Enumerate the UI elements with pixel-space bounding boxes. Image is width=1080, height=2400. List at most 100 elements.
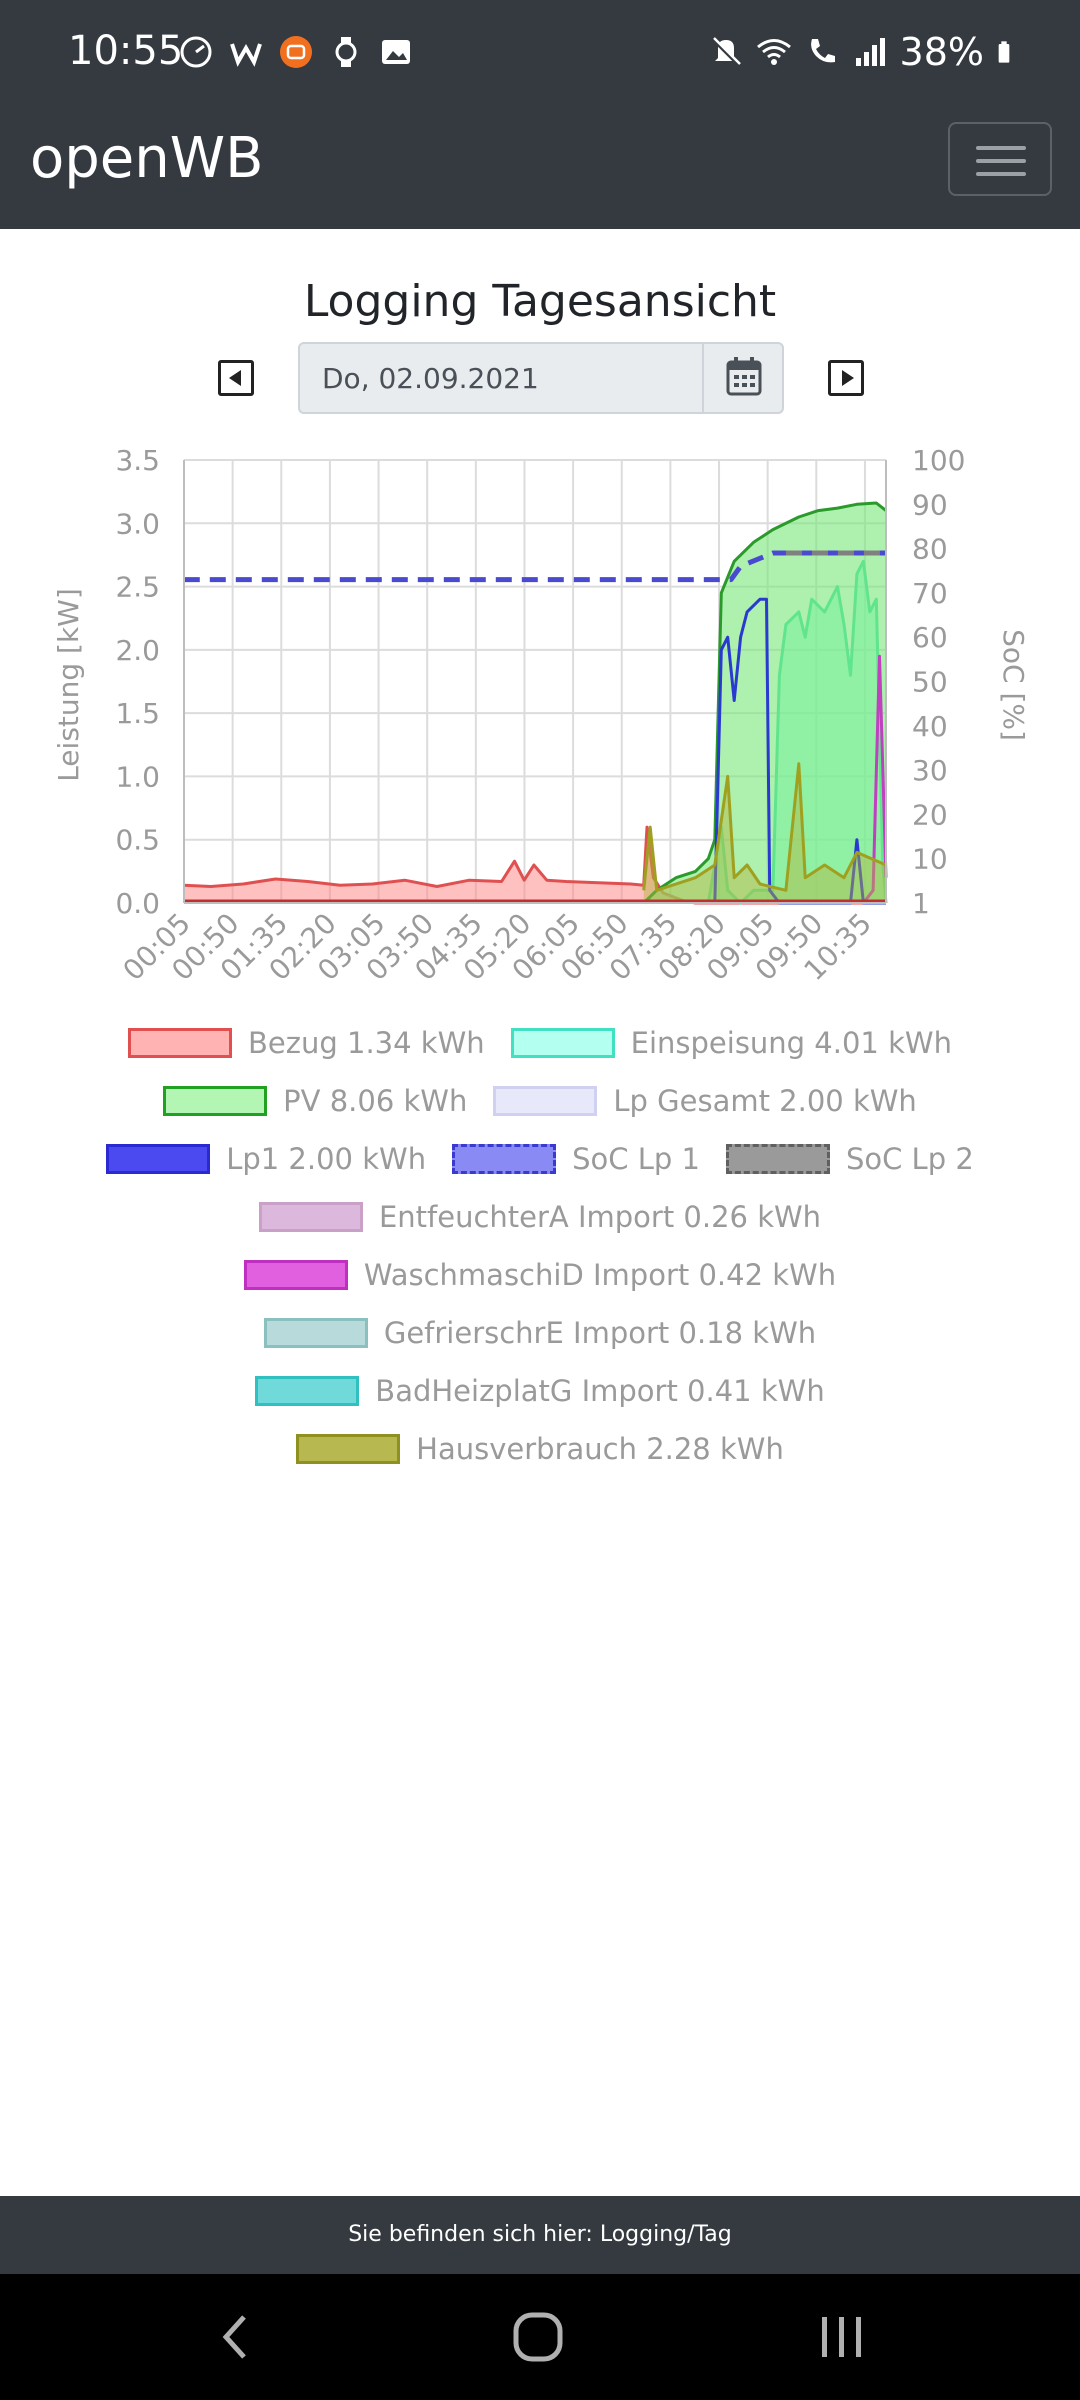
- y-tick-label: 2.0: [115, 634, 160, 667]
- legend-item[interactable]: EntfeuchterA Import 0.26 kWh: [258, 1200, 822, 1234]
- battery-icon: [998, 41, 1010, 63]
- legend-label: Lp Gesamt 2.00 kWh: [613, 1084, 917, 1118]
- previous-day-button[interactable]: [218, 360, 254, 396]
- legend-item[interactable]: Lp1 2.00 kWh: [106, 1142, 426, 1176]
- legend-label: Bezug 1.34 kWh: [248, 1026, 485, 1060]
- call-icon: [810, 39, 835, 63]
- navbar: openWB: [0, 92, 1080, 229]
- y2-tick-label: 60: [912, 621, 948, 654]
- hamburger-menu-icon: [976, 146, 1026, 150]
- legend-swatch: [106, 1144, 211, 1174]
- legend-row: GefrierschrE Import 0.18 kWh: [0, 1316, 1080, 1350]
- legend-item[interactable]: Einspeisung 4.01 kWh: [510, 1026, 952, 1060]
- series-area-hausverbrauch: [643, 763, 886, 903]
- legend-label: GefrierschrE Import 0.18 kWh: [383, 1316, 817, 1350]
- series-line-lp1: [713, 597, 886, 905]
- legend-swatch: [263, 1318, 368, 1348]
- back-chevron-icon[interactable]: [206, 2307, 266, 2367]
- legend-item[interactable]: Hausverbrauch 2.28 kWh: [296, 1432, 784, 1466]
- legend-row: Hausverbrauch 2.28 kWh: [0, 1432, 1080, 1466]
- home-circle-icon[interactable]: [508, 2307, 568, 2367]
- hamburger-menu-button[interactable]: [948, 122, 1052, 196]
- legend-row: Lp1 2.00 kWh SoC Lp 1 SoC Lp 2: [0, 1142, 1080, 1176]
- recents-lines-icon[interactable]: [812, 2307, 872, 2367]
- y2-tick-label: 10: [912, 843, 948, 876]
- y2-tick-label: 30: [912, 754, 948, 787]
- y-tick-label: 1.0: [115, 760, 160, 793]
- y2-tick-label: 20: [912, 798, 948, 831]
- legend-item[interactable]: GefrierschrE Import 0.18 kWh: [263, 1316, 817, 1350]
- legend-label: BadHeizplatG Import 0.41 kWh: [375, 1374, 825, 1408]
- status-bar: 10:55 38%: [0, 0, 1080, 92]
- y-tick-label: 3.0: [115, 507, 160, 540]
- legend-swatch: [510, 1028, 615, 1058]
- y2-axis-label: SoC [%]: [997, 629, 1030, 741]
- y-tick-label: 2.5: [115, 571, 160, 604]
- series-area-bezug: [183, 827, 887, 903]
- series-line-bezug: [183, 825, 886, 905]
- status-left-icons: [178, 30, 414, 74]
- legend-item[interactable]: WaschmaschiD Import 0.42 kWh: [243, 1258, 837, 1292]
- legend-label: SoC Lp 2: [845, 1142, 974, 1176]
- page-title: Logging Tagesansicht: [303, 276, 777, 327]
- power-chart: 3.5 3.0 2.5 2.0 1.5 1.0 0.5 0.0 100 90 80 70 60 50 40 3…: [52, 444, 1030, 987]
- legend-item[interactable]: Lp Gesamt 2.00 kWh: [493, 1084, 917, 1118]
- y-axis-label: Leistung [kW]: [52, 588, 85, 782]
- date-input[interactable]: Do, 02.09.2021: [298, 342, 784, 414]
- watch-icon: [335, 37, 357, 67]
- breadcrumb-footer: Sie befinden sich hier: Logging/Tag: [0, 2196, 1080, 2274]
- calendar-icon: [726, 357, 762, 396]
- legend-item[interactable]: PV 8.06 kWh: [163, 1084, 467, 1118]
- legend-item[interactable]: Bezug 1.34 kWh: [128, 1026, 485, 1060]
- legend-label: PV 8.06 kWh: [283, 1084, 468, 1118]
- calendar-button[interactable]: [702, 344, 782, 412]
- y2-tick-label: 90: [912, 488, 948, 521]
- y2-tick-label: 80: [912, 533, 948, 566]
- brand-title[interactable]: openWB: [30, 126, 264, 191]
- legend-label: Einspeisung 4.01 kWh: [630, 1026, 952, 1060]
- status-right-icons: 38%: [708, 30, 1020, 74]
- series-line-hausverbrauch: [642, 762, 887, 892]
- series-line-soc-lp-1: [183, 550, 886, 583]
- legend-swatch: [243, 1260, 348, 1290]
- y2-tick-label: 70: [912, 577, 948, 610]
- y2-tick-label: 100: [912, 444, 965, 477]
- legend-swatch: [255, 1376, 360, 1406]
- status-time: 10:55: [68, 28, 184, 74]
- legend-row: EntfeuchterA Import 0.26 kWh: [0, 1200, 1080, 1234]
- legend-row: Bezug 1.34 kWh Einspeisung 4.01 kWh: [0, 1026, 1080, 1060]
- legend-swatch: [725, 1144, 830, 1174]
- legend-item[interactable]: SoC Lp 1: [452, 1142, 700, 1176]
- legend-label: Lp1 2.00 kWh: [226, 1142, 427, 1176]
- legend-item[interactable]: BadHeizplatG Import 0.41 kWh: [255, 1374, 825, 1408]
- legend-row: WaschmaschiD Import 0.42 kWh: [0, 1258, 1080, 1292]
- next-day-button[interactable]: [828, 360, 864, 396]
- speed-icon: [180, 36, 212, 68]
- y-tick-label: 0.5: [115, 824, 160, 857]
- series-line-pv: [642, 501, 887, 905]
- wifi-icon: [756, 39, 791, 65]
- legend-label: SoC Lp 1: [572, 1142, 700, 1176]
- chart-series: [183, 501, 888, 905]
- y2-tick-label: 40: [912, 710, 948, 743]
- y-tick-label: 1.5: [115, 697, 160, 730]
- image-icon: [382, 40, 410, 64]
- legend-swatch: [258, 1202, 363, 1232]
- system-navigation-bar: [0, 2274, 1080, 2400]
- legend-item[interactable]: SoC Lp 2: [725, 1142, 974, 1176]
- mi-icon: [280, 36, 312, 68]
- legend-swatch: [128, 1028, 233, 1058]
- legend-swatch: [452, 1144, 557, 1174]
- legend-label: EntfeuchterA Import 0.26 kWh: [378, 1200, 822, 1234]
- hamburger-line: [976, 159, 1026, 163]
- legend-label: Hausverbrauch 2.28 kWh: [416, 1432, 784, 1466]
- battery-percent: 38%: [899, 30, 984, 74]
- legend-swatch: [163, 1086, 268, 1116]
- legend-swatch: [296, 1434, 401, 1464]
- series-line-waschmaschid: [862, 654, 888, 904]
- legend-label: WaschmaschiD Import 0.42 kWh: [363, 1258, 837, 1292]
- series-area-pv: [643, 503, 886, 903]
- legend-swatch: [493, 1086, 598, 1116]
- date-value: Do, 02.09.2021: [322, 362, 539, 395]
